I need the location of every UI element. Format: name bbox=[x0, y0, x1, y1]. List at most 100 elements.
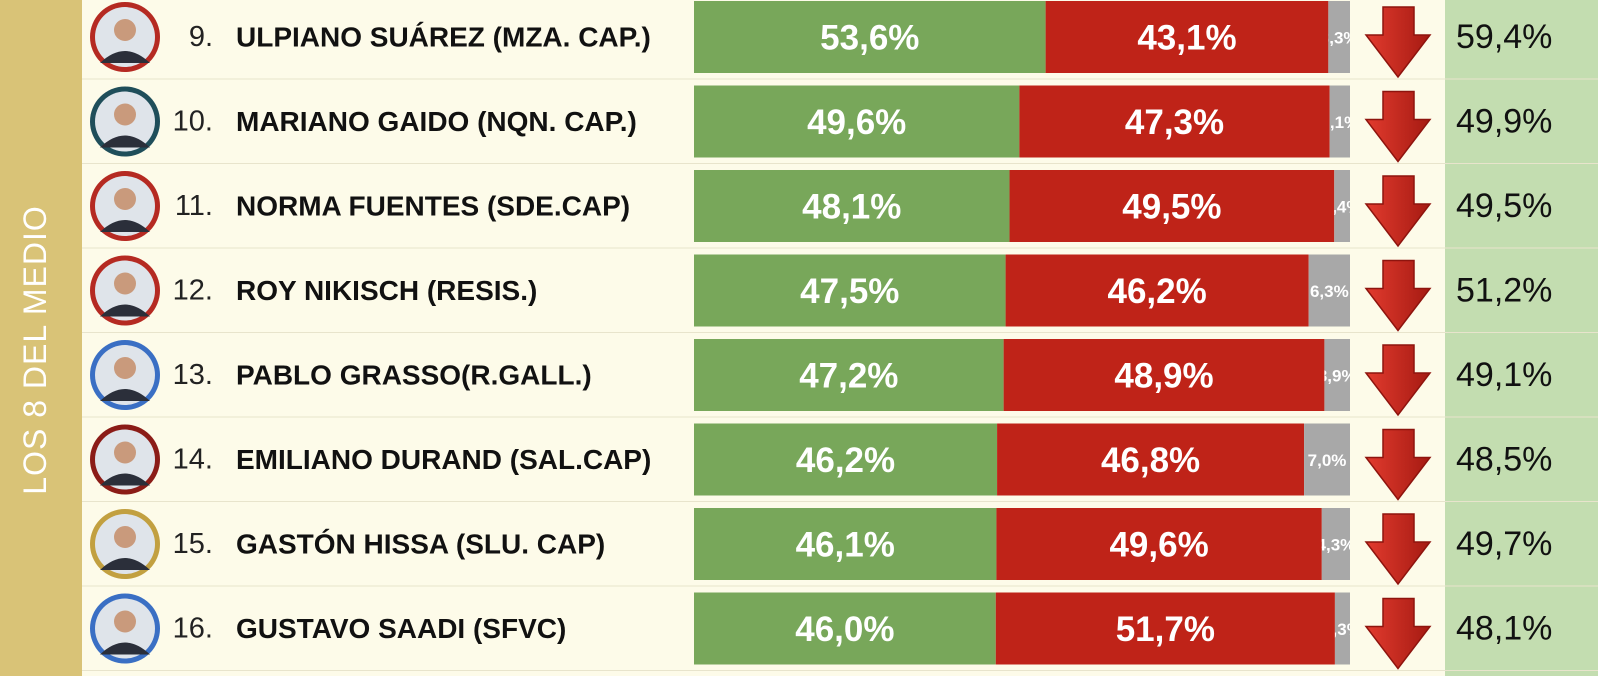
row: 9. ULPIANO SUÁREZ (MZA. CAP.) 53,6% 43,1% 3,… bbox=[82, 1, 1598, 80]
bar-label: 3,9% bbox=[1318, 367, 1357, 386]
avatar-body bbox=[100, 220, 150, 232]
bar-label: 49,6% bbox=[807, 103, 906, 142]
name: ROY NIKISCH (RESIS.) bbox=[236, 275, 537, 306]
bar-segment bbox=[1003, 339, 1325, 411]
bar-label: 46,0% bbox=[795, 610, 894, 649]
row: 12. ROY NIKISCH (RESIS.) 47,5% 46,2% 6,3% 51,… bbox=[82, 254, 1598, 333]
bar-label: 47,5% bbox=[800, 272, 899, 311]
down-arrow bbox=[1364, 6, 1432, 79]
bar-label: 49,6% bbox=[1109, 526, 1208, 565]
name: MARIANO GAIDO (NQN. CAP.) bbox=[236, 106, 637, 137]
bar-label: 2,3% bbox=[1323, 620, 1362, 639]
avatar-head bbox=[114, 188, 136, 210]
previous-column bbox=[1445, 0, 1598, 676]
avatar-body bbox=[100, 389, 150, 401]
row: 10. MARIANO GAIDO (NQN. CAP.) 49,6% 47,3% 3,… bbox=[82, 85, 1598, 164]
bar-segment bbox=[1334, 592, 1350, 665]
down-arrow bbox=[1364, 259, 1432, 332]
row: 15. GASTÓN HISSA (SLU. CAP) 46,1% 49,6% 4,3%… bbox=[82, 508, 1598, 587]
name: ULPIANO SUÁREZ (MZA. CAP.) bbox=[236, 22, 651, 53]
name: GASTÓN HISSA (SLU. CAP) bbox=[236, 529, 605, 560]
avatar-body bbox=[100, 135, 150, 148]
bar-label: 46,1% bbox=[796, 526, 895, 565]
side-strip bbox=[0, 0, 82, 676]
bar-segment bbox=[694, 254, 1006, 327]
bar-label: 46,8% bbox=[1101, 441, 1200, 480]
bar-label: 46,2% bbox=[1108, 272, 1207, 311]
bar-label: 7,0% bbox=[1308, 451, 1347, 470]
down-arrow bbox=[1364, 597, 1432, 670]
side-label: LOS 8 DEL MEDIO bbox=[17, 205, 53, 494]
avatar-head bbox=[114, 272, 136, 295]
bar-segment bbox=[694, 170, 1010, 242]
previous: 48,5% bbox=[1456, 441, 1552, 479]
bar-label: 2,4% bbox=[1323, 198, 1362, 217]
avatar-head bbox=[114, 526, 136, 548]
bar-label: 3,3% bbox=[1320, 29, 1359, 48]
name: GUSTAVO SAADI (SFVC) bbox=[236, 613, 566, 644]
avatar-body bbox=[100, 473, 150, 486]
avatar-body bbox=[100, 51, 150, 63]
previous: 49,7% bbox=[1456, 525, 1552, 563]
bar-segment bbox=[1005, 254, 1309, 327]
rank: 11. bbox=[175, 190, 213, 222]
name: PABLO GRASSO(R.GALL.) bbox=[236, 360, 592, 391]
bar-segment bbox=[996, 508, 1322, 580]
previous: 49,5% bbox=[1456, 187, 1552, 225]
avatar-head bbox=[114, 441, 136, 464]
rows: 9. ULPIANO SUÁREZ (MZA. CAP.) 53,6% 43,1% 3,… bbox=[82, 1, 1598, 671]
down-arrow bbox=[1364, 344, 1432, 417]
row: 14. EMILIANO DURAND (SAL.CAP) 46,2% 46,8% 7,… bbox=[82, 423, 1598, 502]
bar-segment bbox=[694, 85, 1020, 158]
bar-segment bbox=[694, 423, 998, 496]
avatar-head bbox=[114, 357, 136, 379]
bar-label: 51,7% bbox=[1116, 610, 1215, 649]
bar-segment bbox=[694, 1, 1046, 73]
bar-segment bbox=[1009, 170, 1335, 242]
rank: 16. bbox=[173, 613, 213, 645]
bar-label: 49,5% bbox=[1122, 188, 1221, 227]
bar-segment bbox=[995, 592, 1335, 665]
bar-label: 47,3% bbox=[1125, 103, 1224, 142]
bar-segment bbox=[997, 423, 1305, 496]
bar-label: 53,6% bbox=[820, 19, 919, 58]
bar-segment bbox=[1324, 339, 1350, 411]
row: 11. NORMA FUENTES (SDE.CAP) 48,1% 49,5% 2,4%… bbox=[82, 170, 1598, 249]
bar-segment bbox=[1334, 170, 1350, 242]
bar-label: 47,2% bbox=[799, 357, 898, 396]
bar-segment bbox=[1019, 85, 1330, 158]
down-arrow bbox=[1364, 175, 1432, 248]
previous: 51,2% bbox=[1456, 272, 1552, 310]
rank: 9. bbox=[189, 21, 213, 53]
down-arrow bbox=[1364, 428, 1432, 501]
down-arrow bbox=[1364, 513, 1432, 586]
bar-label: 48,1% bbox=[802, 188, 901, 227]
avatar-body bbox=[100, 304, 150, 317]
name: NORMA FUENTES (SDE.CAP) bbox=[236, 191, 630, 222]
bar-segment bbox=[694, 592, 996, 665]
bar-segment bbox=[1321, 508, 1350, 580]
bar-label: 6,3% bbox=[1310, 282, 1349, 301]
bar-segment bbox=[1308, 254, 1350, 327]
avatar-head bbox=[114, 610, 136, 633]
previous: 49,1% bbox=[1456, 356, 1552, 394]
previous: 59,4% bbox=[1456, 18, 1552, 56]
name: EMILIANO DURAND (SAL.CAP) bbox=[236, 444, 651, 475]
avatar-head bbox=[114, 19, 136, 41]
bar-label: 43,1% bbox=[1137, 19, 1236, 58]
bar-segment bbox=[694, 508, 997, 580]
avatar-body bbox=[100, 642, 150, 655]
avatar-head bbox=[114, 103, 136, 126]
rank: 14. bbox=[173, 444, 213, 476]
rank: 13. bbox=[173, 359, 213, 391]
bar-segment bbox=[694, 339, 1004, 411]
bar-label: 46,2% bbox=[796, 441, 895, 480]
row: 16. GUSTAVO SAADI (SFVC) 46,0% 51,7% 2,3% 48,… bbox=[82, 592, 1598, 671]
bar-segment bbox=[1304, 423, 1350, 496]
bar-label: 48,9% bbox=[1114, 357, 1213, 396]
previous: 49,9% bbox=[1456, 103, 1552, 141]
down-arrow bbox=[1364, 90, 1432, 163]
row: 13. PABLO GRASSO(R.GALL.) 47,2% 48,9% 3,9% 49… bbox=[82, 339, 1598, 418]
